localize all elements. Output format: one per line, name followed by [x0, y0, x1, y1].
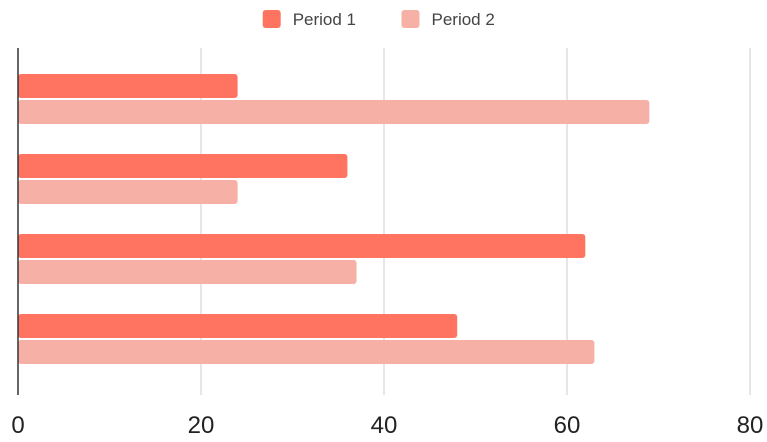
bar-series1-category3 — [18, 234, 586, 258]
x-tick-label-2: 40 — [371, 412, 398, 437]
bar-series1-category1 — [18, 74, 238, 98]
legend-swatch-1 — [262, 10, 281, 28]
x-tick-label-3: 60 — [554, 412, 581, 437]
bar-series2-category2 — [18, 180, 238, 204]
bar-series2-category1 — [18, 100, 650, 124]
legend-item-2: Period 2 — [401, 10, 495, 29]
legend-swatch-2 — [401, 10, 420, 28]
x-tick-label-0: 0 — [11, 412, 24, 437]
bar-series2-category4 — [18, 340, 595, 364]
legend: Period 1 Period 2 — [262, 10, 495, 29]
bar-series1-category2 — [18, 154, 348, 178]
legend-label-2: Period 2 — [432, 10, 495, 29]
legend-label-1: Period 1 — [293, 10, 356, 29]
bar-series1-category4 — [18, 314, 458, 338]
x-tick-label-4: 80 — [737, 412, 764, 437]
x-axis-ticks: 0 20 40 60 80 — [11, 412, 764, 439]
x-tick-label-1: 20 — [188, 412, 215, 437]
bars — [18, 74, 650, 364]
legend-item-1: Period 1 — [262, 10, 356, 29]
bar-series2-category3 — [18, 260, 357, 284]
